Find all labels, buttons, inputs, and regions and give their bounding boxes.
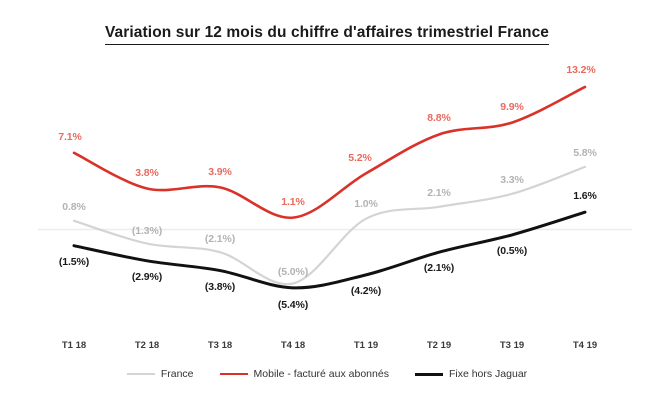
series-line-france: [72, 165, 587, 286]
legend-swatch-mobile-icon: [219, 373, 248, 375]
data-label-fixe-t1-18: (1.5%): [58, 255, 90, 268]
data-label-france-t4-18: (5.0%): [277, 265, 309, 278]
data-label-mobile-t4-18: 1.1%: [281, 195, 305, 208]
data-label-mobile-t1-19: 5.2%: [348, 152, 372, 165]
data-label-france-t4-19: 5.8%: [573, 146, 597, 159]
data-label-mobile-t4-19: 13.2%: [566, 63, 596, 76]
x-tick-label-t1-19: T1 19: [353, 340, 379, 351]
data-label-mobile-t2-18: 3.8%: [135, 167, 159, 180]
series-line-mobile: [72, 85, 587, 219]
plot-svg: [38, 85, 632, 290]
legend-swatch-france-icon: [126, 373, 155, 375]
data-label-mobile-t3-19: 9.9%: [500, 100, 524, 113]
x-tick-label-t2-19: T2 19: [426, 340, 452, 351]
x-tick-label-t2-18: T2 18: [134, 340, 160, 351]
x-tick-label-t4-19: T4 19: [572, 340, 598, 351]
data-label-france-t3-18: (2.1%): [204, 233, 236, 246]
data-label-fixe-t3-19: (0.5%): [496, 244, 528, 257]
data-label-fixe-t2-18: (2.9%): [131, 270, 163, 283]
x-tick-label-t3-19: T3 19: [499, 340, 525, 351]
chart-title-text: Variation sur 12 mois du chiffre d'affai…: [104, 24, 550, 45]
data-label-france-t1-18: 0.8%: [62, 200, 86, 213]
data-label-fixe-t4-18: (5.4%): [277, 298, 309, 311]
legend-item-france[interactable]: France: [126, 368, 194, 380]
data-label-mobile-t1-18: 7.1%: [58, 130, 82, 143]
x-tick-label-t4-18: T4 18: [280, 340, 306, 351]
legend-swatch-fixe-icon: [414, 372, 443, 376]
data-label-mobile-t3-18: 3.9%: [208, 166, 232, 179]
data-label-fixe-t1-19: (4.2%): [350, 284, 382, 297]
data-label-fixe-t3-18: (3.8%): [204, 280, 236, 293]
series-line-fixe: [72, 210, 587, 290]
data-label-france-t2-19: 2.1%: [427, 186, 451, 199]
data-label-fixe-t4-19: 1.6%: [573, 190, 597, 203]
plot-area: 0.8% (1.3%) (2.1%) (5.0%) 1.0% 2.1% 3.3% 5.8% 7.…: [38, 63, 632, 311]
legend-label-france: France: [160, 368, 194, 380]
chart-title: Variation sur 12 mois du chiffre d'affai…: [0, 24, 654, 45]
x-tick-label-t1-18: T1 18: [61, 340, 87, 351]
data-label-france-t2-18: (1.3%): [131, 224, 163, 237]
legend-label-mobile: Mobile - facturé aux abonnés: [253, 368, 389, 380]
chart-legend: France Mobile - facturé aux abonnés Fixe…: [0, 368, 654, 380]
data-label-mobile-t2-19: 8.8%: [427, 112, 451, 125]
x-tick-label-t3-18: T3 18: [207, 340, 233, 351]
x-axis: T1 18 T2 18 T3 18 T4 18 T1 19 T2 19 T3 19 T4 19: [0, 340, 654, 362]
data-label-france-t1-19: 1.0%: [354, 197, 378, 210]
data-label-france-t3-19: 3.3%: [500, 173, 524, 186]
legend-item-mobile[interactable]: Mobile - facturé aux abonnés: [219, 368, 389, 380]
legend-label-fixe: Fixe hors Jaguar: [448, 368, 528, 380]
data-label-fixe-t2-19: (2.1%): [423, 262, 455, 275]
legend-item-fixe[interactable]: Fixe hors Jaguar: [414, 368, 528, 380]
